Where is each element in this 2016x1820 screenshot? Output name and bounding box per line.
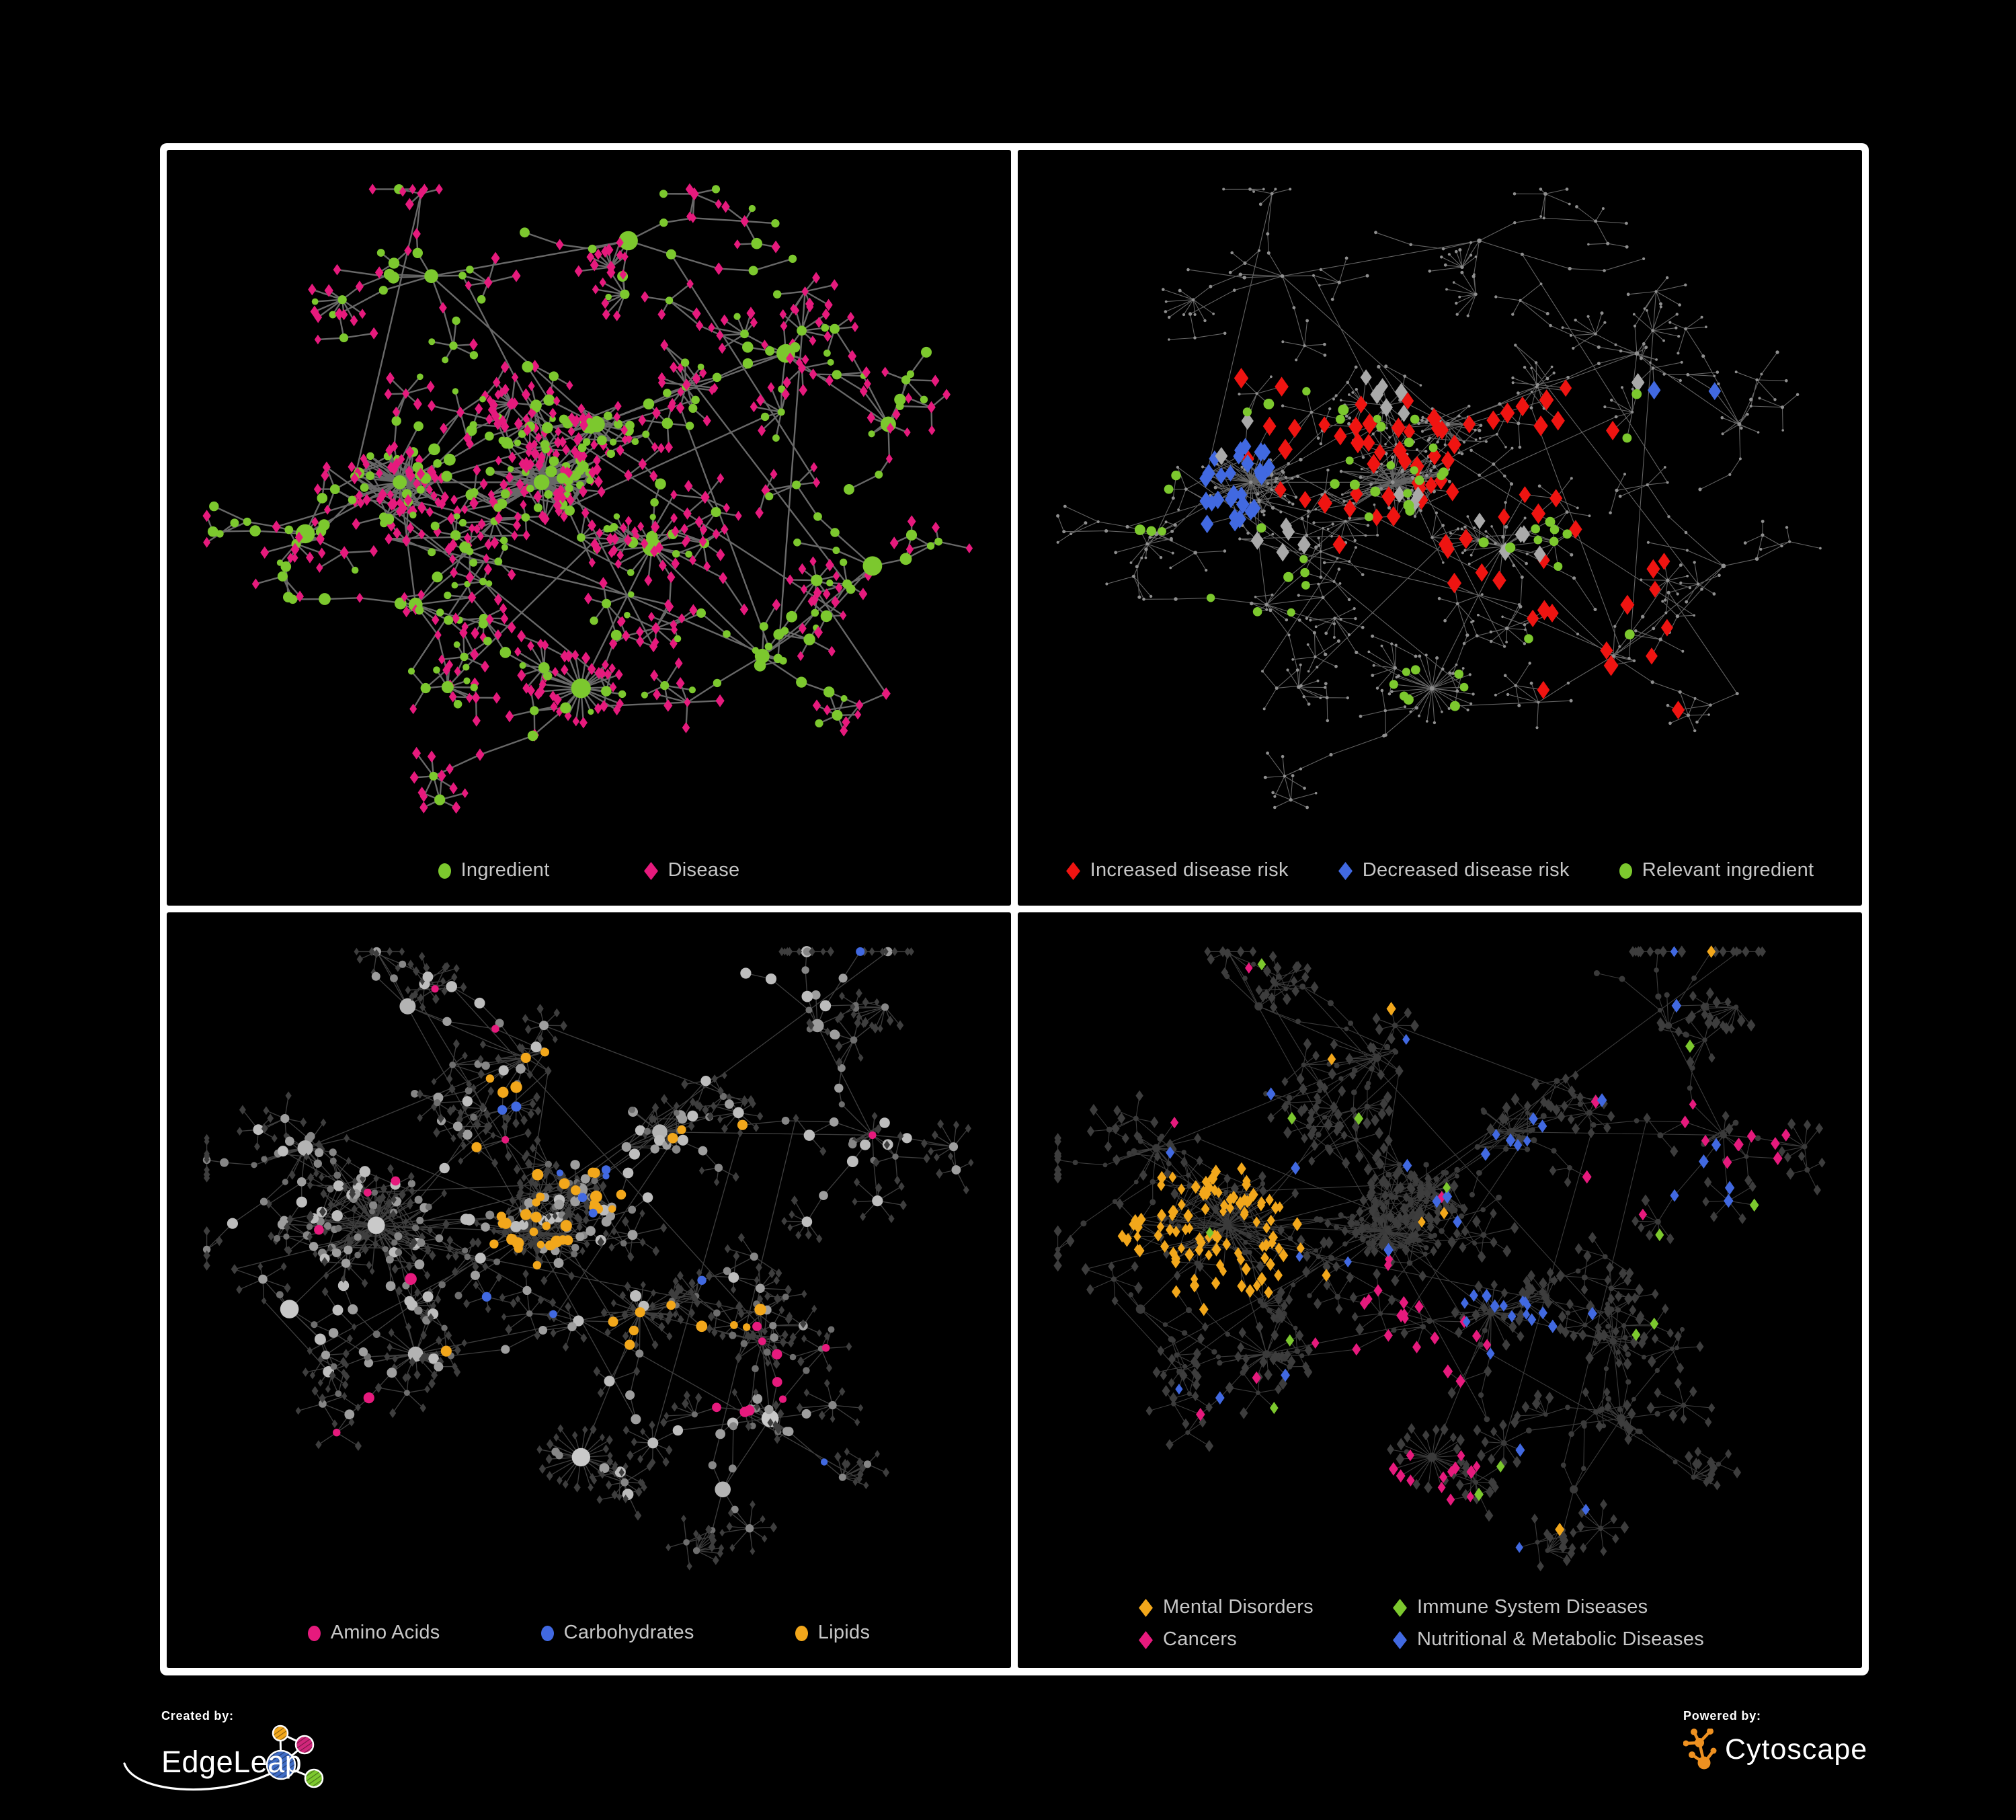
edgeleap-credit: Created by: EdgeLeap (123, 1709, 390, 1812)
legend-label: Disease (668, 859, 740, 881)
edgeleap-logo: EdgeLeap (123, 1725, 390, 1812)
panel-ingredient-disease-network: Ingredient Disease (167, 150, 1011, 906)
legend-label: Nutritional & Metabolic Diseases (1417, 1628, 1705, 1651)
legend-item-carbohydrates: Carbohydrates (540, 1622, 694, 1644)
legend-label: Increased disease risk (1090, 859, 1289, 881)
diamond-marker-icon (1393, 1598, 1407, 1617)
legend-item-immune-system-diseases: Immune System Diseases (1393, 1596, 1704, 1618)
panel-compound-class-network: Amino Acids Carbohydrates Lipids (167, 912, 1011, 1668)
legend-label: Decreased disease risk (1362, 859, 1570, 881)
diamond-marker-icon (643, 861, 658, 880)
legend-item-disease: Disease (643, 859, 740, 881)
circle-marker-icon (1619, 863, 1632, 879)
legend-label: Immune System Diseases (1417, 1596, 1648, 1618)
powered-by-label: Powered by: (1683, 1709, 1761, 1723)
legend-item-ingredient: Ingredient (438, 859, 550, 881)
legend-label: Relevant ingredient (1642, 859, 1814, 881)
legend-item-lipids: Lipids (795, 1622, 871, 1644)
legend-item-decreased-disease-risk: Decreased disease risk (1338, 859, 1570, 881)
legend-item-mental-disorders: Mental Disorders (1139, 1596, 1314, 1618)
legend-item-cancers: Cancers (1139, 1628, 1314, 1651)
panel-disease-category-network: Mental Disorders Immune System Diseases Ca… (1018, 912, 1862, 1668)
legend-item-amino-acids: Amino Acids (307, 1622, 440, 1644)
legend-label: Cancers (1163, 1628, 1238, 1651)
cytoscape-wordmark: Cytoscape (1725, 1733, 1868, 1766)
legend-ingredient-disease: Ingredient Disease (167, 859, 1011, 881)
diamond-marker-icon (1139, 1598, 1153, 1617)
diamond-marker-icon (1393, 1630, 1407, 1649)
network-graph-canvas (202, 183, 973, 814)
cytoscape-logo-icon (1683, 1729, 1717, 1770)
legend-item-nutritional-metabolic-diseases: Nutritional & Metabolic Diseases (1393, 1628, 1705, 1651)
legend-label: Carbohydrates (563, 1622, 694, 1644)
circle-marker-icon (795, 1625, 808, 1641)
network-graph-canvas (202, 946, 974, 1571)
legend-label: Lipids (817, 1622, 871, 1644)
diamond-marker-icon (1338, 861, 1353, 880)
circle-marker-icon (438, 863, 451, 879)
created-by-label: Created by: (161, 1709, 234, 1723)
legend-item-increased-disease-risk: Increased disease risk (1065, 859, 1289, 881)
legend-label: Ingredient (460, 859, 550, 881)
legend-disease-risk: Increased disease risk Decreased disease … (1018, 859, 1862, 881)
network-graph-canvas (1053, 945, 1826, 1572)
circle-marker-icon (307, 1625, 321, 1641)
panel-disease-risk-network: Increased disease risk Decreased disease … (1018, 150, 1862, 906)
network-graph-canvas (1056, 188, 1822, 809)
circle-marker-icon (540, 1625, 554, 1641)
diamond-marker-icon (1065, 861, 1080, 880)
legend-item-relevant-ingredient: Relevant ingredient (1619, 859, 1814, 881)
cytoscape-credit: Powered by: Cytoscape (1683, 1709, 1867, 1770)
legend-label: Mental Disorders (1163, 1596, 1314, 1618)
edgeleap-wordmark: EdgeLeap (161, 1745, 303, 1779)
legend-disease-categories: Mental Disorders Immune System Diseases Ca… (1139, 1596, 1705, 1651)
legend-label: Amino Acids (330, 1622, 440, 1644)
diamond-marker-icon (1139, 1630, 1153, 1649)
edgeleap-logo-icon (123, 1725, 324, 1791)
legend-compound-classes: Amino Acids Carbohydrates Lipids (167, 1622, 1011, 1644)
